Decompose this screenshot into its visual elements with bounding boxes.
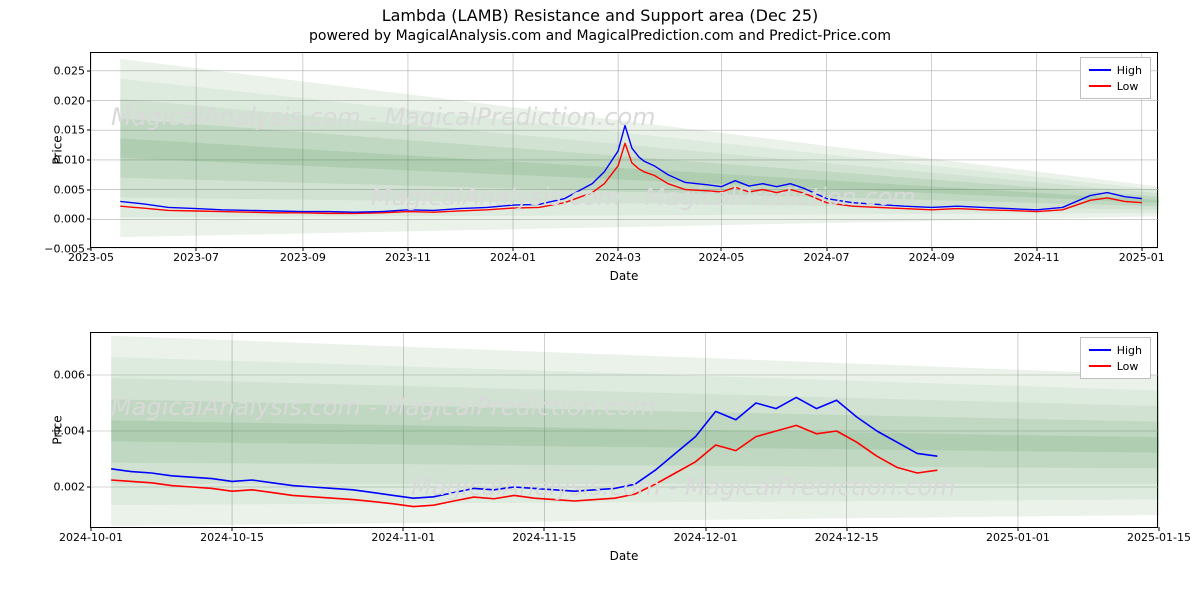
y-tick-label: 0.006 xyxy=(54,369,86,382)
legend-label-low: Low xyxy=(1117,80,1139,93)
chart-subtitle: powered by MagicalAnalysis.com and Magic… xyxy=(309,28,891,44)
x-tick-label: 2024-11 xyxy=(1014,251,1060,264)
legend-swatch-high xyxy=(1089,349,1111,351)
y-tick-label: 0.010 xyxy=(54,153,86,166)
x-tick-label: 2023-05 xyxy=(68,251,114,264)
legend-entry-low: Low xyxy=(1089,78,1142,94)
x-tick-label: 2024-12-01 xyxy=(674,531,738,544)
figure: Lambda (LAMB) Resistance and Support are… xyxy=(0,0,1200,600)
y-tick-label: 0.025 xyxy=(54,64,86,77)
y-tick-label: 0.015 xyxy=(54,124,86,137)
x-tick-label: 2024-11-01 xyxy=(371,531,435,544)
x-tick-label: 2024-01 xyxy=(490,251,536,264)
bottom-legend: High Low xyxy=(1080,337,1151,379)
chart-svg xyxy=(91,333,1159,529)
x-tick-label: 2025-01-15 xyxy=(1127,531,1191,544)
legend-entry-high: High xyxy=(1089,62,1142,78)
legend-swatch-low xyxy=(1089,365,1111,367)
x-tick-label: 2023-09 xyxy=(280,251,326,264)
top-x-axis-label: Date xyxy=(610,269,639,283)
x-tick-label: 2024-07 xyxy=(804,251,850,264)
y-tick-label: 0.002 xyxy=(54,481,86,494)
legend-label-high: High xyxy=(1117,344,1142,357)
chart-title: Lambda (LAMB) Resistance and Support are… xyxy=(382,6,819,25)
legend-entry-low: Low xyxy=(1089,358,1142,374)
x-tick-label: 2024-12-15 xyxy=(815,531,879,544)
x-tick-label: 2024-11-15 xyxy=(512,531,576,544)
x-tick-label: 2025-01-01 xyxy=(986,531,1050,544)
x-tick-label: 2024-03 xyxy=(595,251,641,264)
x-tick-label: 2024-10-01 xyxy=(59,531,123,544)
top-legend: High Low xyxy=(1080,57,1151,99)
x-tick-label: 2023-07 xyxy=(173,251,219,264)
legend-entry-high: High xyxy=(1089,342,1142,358)
y-tick-label: 0.005 xyxy=(54,183,86,196)
x-tick-label: 2024-05 xyxy=(698,251,744,264)
y-tick-label: 0.020 xyxy=(54,94,86,107)
x-tick-label: 2024-09 xyxy=(909,251,955,264)
x-tick-label: 2024-10-15 xyxy=(200,531,264,544)
x-tick-label: 2023-11 xyxy=(385,251,431,264)
bottom-chart-panel: Price Date High Low MagicalAnalysis.com … xyxy=(90,332,1158,528)
legend-label-high: High xyxy=(1117,64,1142,77)
legend-swatch-low xyxy=(1089,85,1111,87)
y-tick-label: 0.000 xyxy=(54,213,86,226)
top-chart-panel: Price Date High Low MagicalAnalysis.com … xyxy=(90,52,1158,248)
legend-label-low: Low xyxy=(1117,360,1139,373)
bottom-x-axis-label: Date xyxy=(610,549,639,563)
y-tick-label: 0.004 xyxy=(54,425,86,438)
legend-swatch-high xyxy=(1089,69,1111,71)
chart-svg xyxy=(91,53,1159,249)
x-tick-label: 2025-01 xyxy=(1119,251,1165,264)
